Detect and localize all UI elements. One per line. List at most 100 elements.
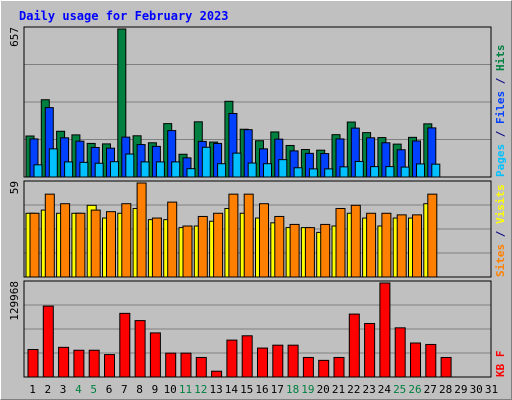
bar-sites-day-2 <box>44 193 55 278</box>
bar-pages-day-20 <box>324 168 334 178</box>
bar-kb-f-day-20 <box>318 359 330 378</box>
bar-pages-day-6 <box>110 161 119 178</box>
bar-sites-day-10 <box>167 201 178 278</box>
panel-1-max-label: 59 <box>8 181 21 194</box>
bar-kb-f-day-4 <box>73 349 85 378</box>
bar-pages-day-2 <box>48 148 58 178</box>
bar-pages-day-10 <box>171 161 181 178</box>
chart-title: Daily usage for February 2023 <box>19 9 229 23</box>
bar-sites-day-7 <box>121 203 132 278</box>
bar-pages-day-15 <box>247 162 257 178</box>
x-tick-label-day-23: 23 <box>362 383 375 396</box>
bar-kb-f-day-26 <box>410 342 421 378</box>
bar-pages-day-12 <box>201 146 211 178</box>
legend-part: Visits <box>494 184 507 224</box>
bar-kb-f-day-17 <box>272 344 284 378</box>
bar-kb-f-day-5 <box>88 349 100 378</box>
bar-sites-day-1 <box>29 212 40 278</box>
x-tick-label-day-17: 17 <box>271 383 284 396</box>
x-tick-label-day-3: 3 <box>60 383 67 396</box>
panel-0-max-label: 657 <box>8 27 21 47</box>
x-tick-label-day-5: 5 <box>90 383 97 396</box>
bar-kb-f-day-9 <box>149 332 161 378</box>
x-tick-label-day-14: 14 <box>225 383 239 396</box>
x-tick-label-day-7: 7 <box>121 383 128 396</box>
bar-pages-day-11 <box>186 168 196 178</box>
x-tick-label-day-8: 8 <box>136 383 143 396</box>
bar-sites-day-13 <box>213 212 224 278</box>
bar-kb-f-day-7 <box>119 312 131 378</box>
x-tick-label-day-10: 10 <box>164 383 177 396</box>
bar-pages-day-9 <box>155 161 165 178</box>
panel-2-max-label: 129968 <box>8 281 21 321</box>
bar-sites-day-5 <box>90 209 101 278</box>
bar-sites-day-17 <box>274 215 285 278</box>
bar-sites-day-16 <box>259 203 269 278</box>
bar-sites-day-23 <box>366 212 377 278</box>
x-tick-label-day-11: 11 <box>179 383 192 396</box>
x-tick-label-day-15: 15 <box>240 383 253 396</box>
bar-pages-day-3 <box>64 161 74 178</box>
panel-0-series-legend: Pages / Files / Hits <box>494 45 507 178</box>
bar-sites-day-18 <box>289 223 300 278</box>
bar-kb-f-day-22 <box>348 313 360 378</box>
bar-sites-day-22 <box>350 204 361 278</box>
x-tick-label-day-25: 25 <box>393 383 406 396</box>
bar-kb-f-day-28 <box>440 356 452 378</box>
legend-part: / <box>494 71 507 91</box>
bar-kb-f-day-12 <box>195 356 207 378</box>
x-tick-label-day-2: 2 <box>44 383 51 396</box>
bar-pages-day-14 <box>232 152 242 178</box>
bar-sites-day-27 <box>427 193 438 278</box>
legend-part: / <box>494 224 507 244</box>
bar-sites-day-4 <box>75 212 86 278</box>
bar-pages-day-5 <box>94 162 104 178</box>
x-tick-label-day-27: 27 <box>424 383 437 396</box>
bar-kb-f-day-6 <box>104 354 115 378</box>
bar-kb-f-day-8 <box>134 320 146 378</box>
legend-part: Hits <box>494 45 507 72</box>
bar-pages-day-18 <box>293 167 303 178</box>
bar-pages-day-17 <box>278 159 288 178</box>
bar-sites-day-11 <box>182 225 193 278</box>
bar-kb-f-day-14 <box>226 339 238 378</box>
bar-kb-f-day-15 <box>241 335 253 378</box>
bar-sites-day-9 <box>151 217 162 278</box>
legend-part: KB F <box>494 351 507 378</box>
bar-pages-day-13 <box>217 163 227 178</box>
bar-kb-f-day-19 <box>302 356 314 378</box>
bar-kb-f-day-16 <box>257 347 268 378</box>
bar-pages-day-25 <box>400 166 410 178</box>
x-tick-label-day-1: 1 <box>29 383 36 396</box>
bar-kb-f-day-27 <box>425 343 437 378</box>
bar-kb-f-day-1 <box>27 349 39 378</box>
bar-pages-day-8 <box>140 161 150 178</box>
bar-sites-day-21 <box>335 207 346 278</box>
bar-pages-day-4 <box>79 161 89 178</box>
bar-sites-day-12 <box>197 215 208 278</box>
bar-kb-f-day-25 <box>394 327 406 378</box>
bar-kb-f-day-10 <box>165 352 177 378</box>
bar-pages-day-1 <box>33 164 43 178</box>
x-tick-label-day-16: 16 <box>255 383 268 396</box>
x-tick-label-day-9: 9 <box>152 383 159 396</box>
bar-kb-f-day-11 <box>180 352 192 378</box>
x-tick-label-day-19: 19 <box>301 383 314 396</box>
bar-sites-day-3 <box>60 203 71 278</box>
x-tick-label-day-30: 30 <box>470 383 483 396</box>
x-tick-label-day-4: 4 <box>75 383 82 396</box>
bar-kb-f-day-3 <box>58 346 70 378</box>
legend-part: Files <box>494 91 507 124</box>
bar-sites-day-20 <box>320 223 331 278</box>
bar-sites-day-15 <box>243 193 254 278</box>
x-tick-label-day-18: 18 <box>286 383 299 396</box>
bar-pages-day-7 <box>125 153 135 178</box>
bar-kb-f-day-18 <box>287 344 299 378</box>
bar-pages-day-24 <box>385 166 395 178</box>
bar-kb-f-day-13 <box>211 370 223 378</box>
bar-sites-day-14 <box>228 193 239 278</box>
legend-part: Sites <box>494 244 507 277</box>
bar-pages-day-16 <box>263 163 272 178</box>
bar-kb-f-day-23 <box>364 322 376 378</box>
legend-part: / <box>494 124 507 144</box>
